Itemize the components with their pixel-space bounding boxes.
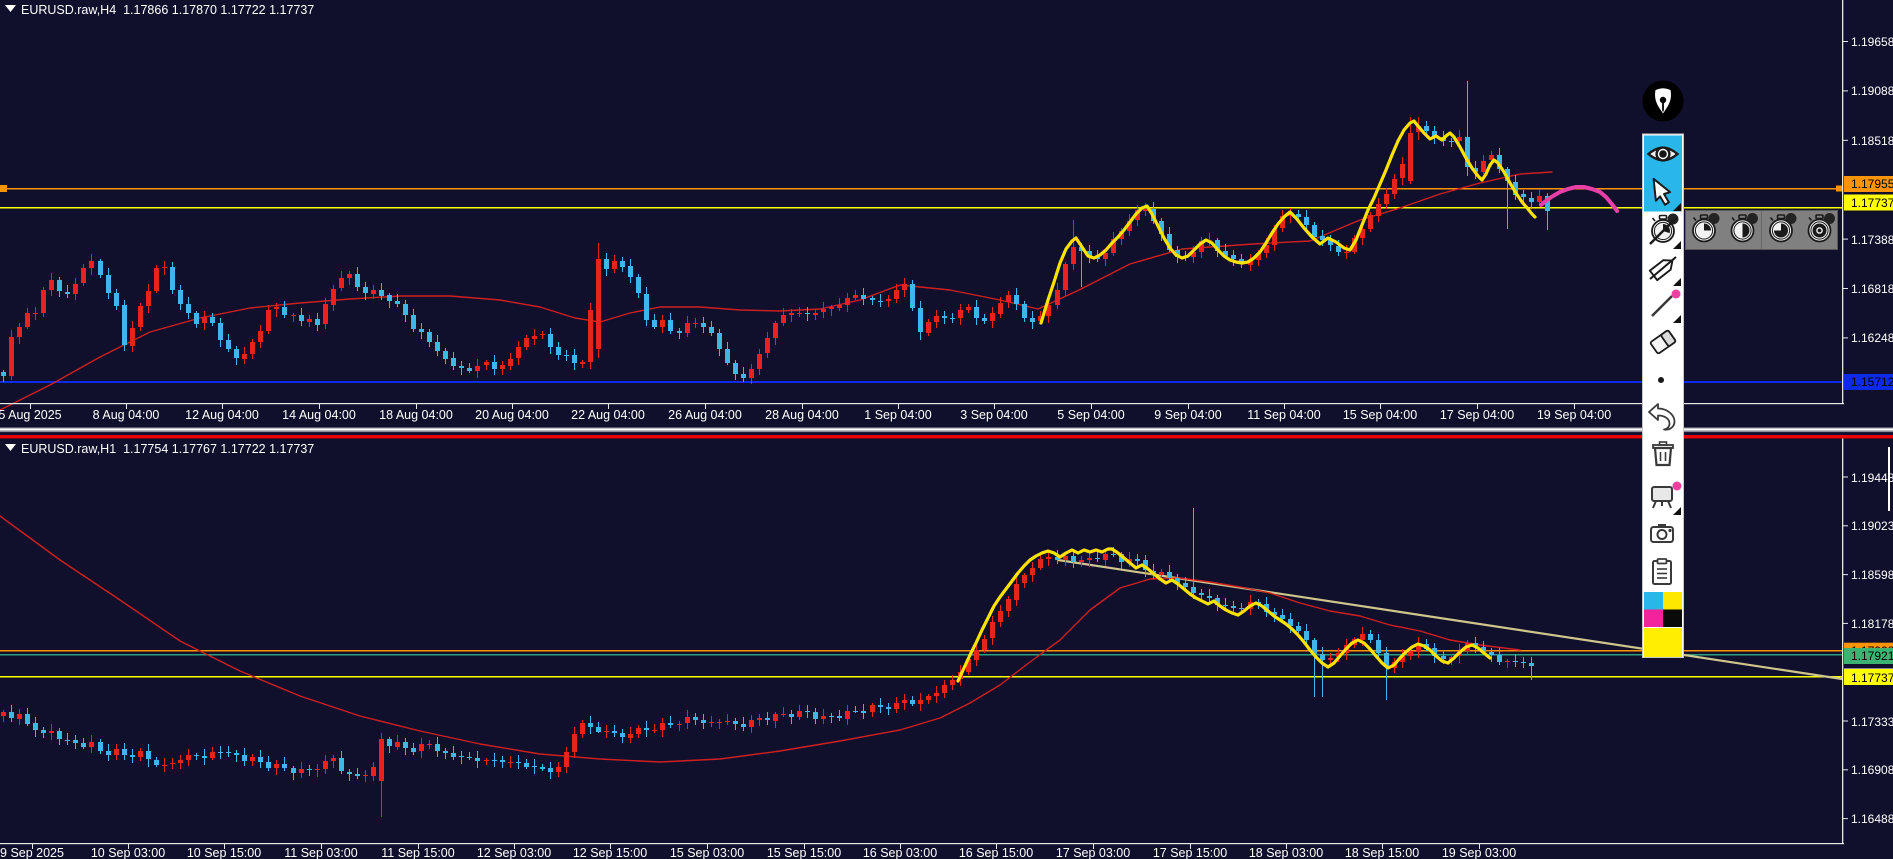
svg-text:1.18178: 1.18178 bbox=[1851, 617, 1893, 631]
svg-text:9 Sep 2025: 9 Sep 2025 bbox=[0, 846, 64, 859]
svg-text:11 Sep 03:00: 11 Sep 03:00 bbox=[284, 846, 357, 859]
svg-text:18 Sep 03:00: 18 Sep 03:00 bbox=[1249, 846, 1323, 859]
svg-text:17 Sep 15:00: 17 Sep 15:00 bbox=[1153, 846, 1227, 859]
svg-text:28 Aug 04:00: 28 Aug 04:00 bbox=[765, 408, 839, 422]
svg-text:15 Sep 03:00: 15 Sep 03:00 bbox=[670, 846, 744, 859]
svg-text:1.19658: 1.19658 bbox=[1851, 35, 1893, 49]
svg-text:8 Aug 04:00: 8 Aug 04:00 bbox=[93, 408, 160, 422]
svg-text:10 Sep 15:00: 10 Sep 15:00 bbox=[187, 846, 261, 859]
svg-text:16 Sep 03:00: 16 Sep 03:00 bbox=[863, 846, 937, 859]
svg-text:EURUSD.raw,H1 1.17754 1.17767: EURUSD.raw,H1 1.17754 1.17767 1.17722 1.… bbox=[21, 442, 314, 456]
svg-text:22 Aug 04:00: 22 Aug 04:00 bbox=[571, 408, 645, 422]
svg-text:11 Sep 04:00: 11 Sep 04:00 bbox=[1247, 408, 1320, 422]
svg-text:12 Sep 03:00: 12 Sep 03:00 bbox=[477, 846, 551, 859]
svg-text:1.16908: 1.16908 bbox=[1851, 763, 1893, 777]
svg-text:18 Aug 04:00: 18 Aug 04:00 bbox=[379, 408, 453, 422]
svg-text:20 Aug 04:00: 20 Aug 04:00 bbox=[475, 408, 549, 422]
svg-text:26 Aug 04:00: 26 Aug 04:00 bbox=[668, 408, 742, 422]
svg-text:9 Sep 04:00: 9 Sep 04:00 bbox=[1154, 408, 1221, 422]
svg-text:3 Sep 04:00: 3 Sep 04:00 bbox=[960, 408, 1027, 422]
svg-text:14 Aug 04:00: 14 Aug 04:00 bbox=[282, 408, 356, 422]
svg-text:18 Sep 15:00: 18 Sep 15:00 bbox=[1345, 846, 1419, 859]
svg-text:15 Sep 15:00: 15 Sep 15:00 bbox=[767, 846, 841, 859]
svg-text:1.16248: 1.16248 bbox=[1851, 331, 1893, 345]
svg-text:5 Aug 2025: 5 Aug 2025 bbox=[0, 408, 62, 422]
svg-text:1.17388: 1.17388 bbox=[1851, 233, 1893, 247]
svg-text:12 Sep 15:00: 12 Sep 15:00 bbox=[573, 846, 647, 859]
svg-text:EURUSD.raw,H4 1.17866 1.17870: EURUSD.raw,H4 1.17866 1.17870 1.17722 1.… bbox=[21, 3, 314, 17]
svg-text:1.15712: 1.15712 bbox=[1851, 375, 1893, 389]
svg-text:11 Sep 15:00: 11 Sep 15:00 bbox=[381, 846, 454, 859]
svg-text:16 Sep 15:00: 16 Sep 15:00 bbox=[959, 846, 1033, 859]
svg-text:1.17737: 1.17737 bbox=[1851, 671, 1893, 685]
svg-text:1.16488: 1.16488 bbox=[1851, 812, 1893, 826]
svg-text:10 Sep 03:00: 10 Sep 03:00 bbox=[91, 846, 165, 859]
svg-text:17 Sep 04:00: 17 Sep 04:00 bbox=[1440, 408, 1514, 422]
svg-text:1 Sep 04:00: 1 Sep 04:00 bbox=[864, 408, 931, 422]
svg-text:12 Aug 04:00: 12 Aug 04:00 bbox=[185, 408, 259, 422]
svg-text:1.18598: 1.18598 bbox=[1851, 568, 1893, 582]
svg-text:1.17737: 1.17737 bbox=[1851, 196, 1893, 210]
svg-text:17 Sep 03:00: 17 Sep 03:00 bbox=[1056, 846, 1130, 859]
svg-text:19 Sep 04:00: 19 Sep 04:00 bbox=[1537, 408, 1611, 422]
svg-text:1.16818: 1.16818 bbox=[1851, 282, 1893, 296]
svg-text:1.19023: 1.19023 bbox=[1851, 519, 1893, 533]
svg-text:5 Sep 04:00: 5 Sep 04:00 bbox=[1057, 408, 1124, 422]
svg-text:19 Sep 03:00: 19 Sep 03:00 bbox=[1442, 846, 1516, 859]
svg-text:15 Sep 04:00: 15 Sep 04:00 bbox=[1343, 408, 1417, 422]
svg-text:1.19088: 1.19088 bbox=[1851, 84, 1893, 98]
svg-text:1.19448: 1.19448 bbox=[1851, 471, 1893, 485]
svg-text:1.18518: 1.18518 bbox=[1851, 134, 1893, 148]
svg-text:1.17333: 1.17333 bbox=[1851, 715, 1893, 729]
svg-text:1.17955: 1.17955 bbox=[1851, 177, 1893, 191]
svg-text:1.17921: 1.17921 bbox=[1851, 649, 1893, 663]
